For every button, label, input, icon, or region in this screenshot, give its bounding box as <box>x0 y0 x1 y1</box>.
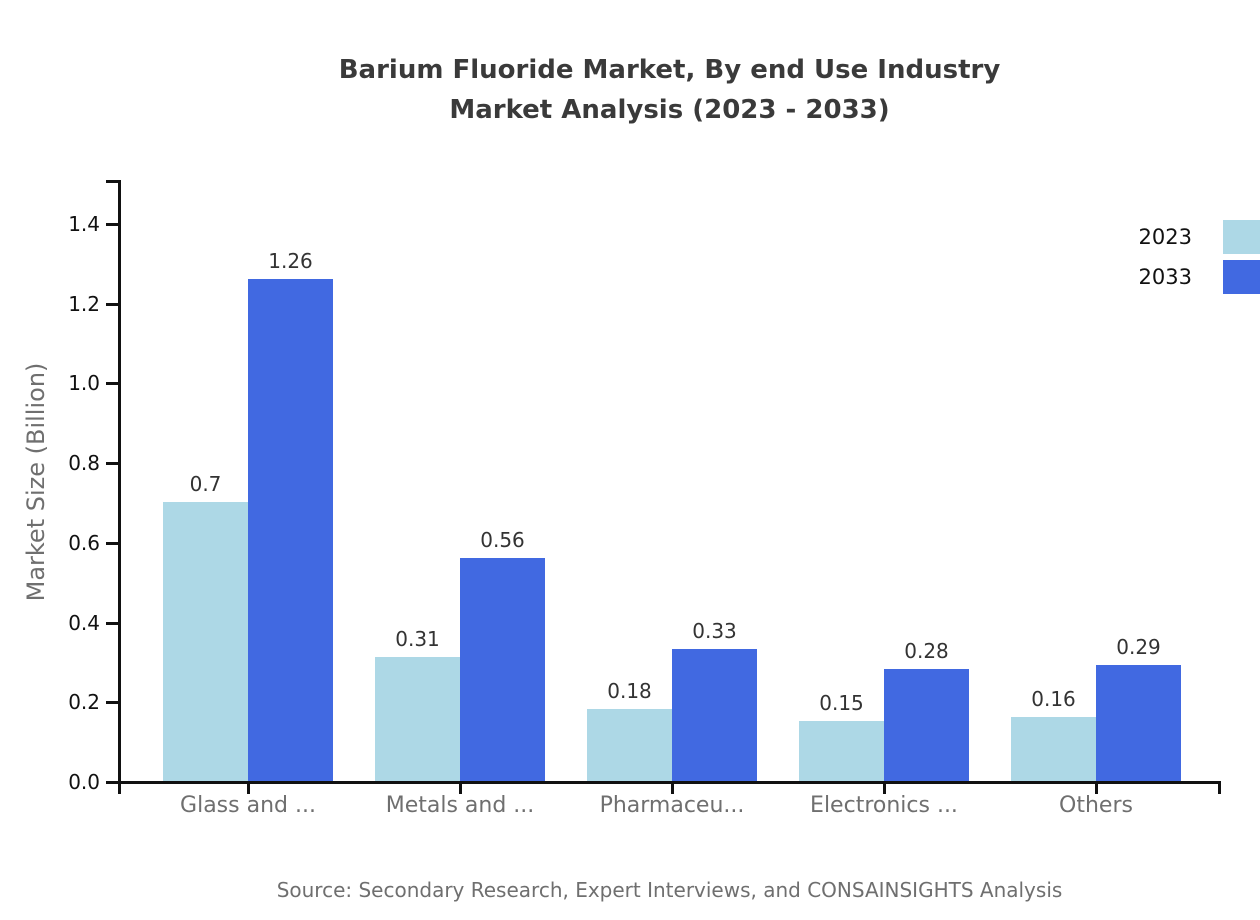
y-axis-tick-label: 1.2 <box>68 291 100 316</box>
y-axis-tick-label: 0.8 <box>68 451 100 476</box>
bar-value-label: 1.26 <box>268 248 313 273</box>
y-axis-tick <box>106 223 118 226</box>
source-note: Source: Secondary Research, Expert Inter… <box>276 878 1063 902</box>
legend-swatch-icon <box>1223 220 1260 254</box>
chart-title: Barium Fluoride Market, By end Use Indus… <box>118 50 1221 130</box>
x-axis-tick <box>1095 781 1098 794</box>
y-axis-tick-label: 1.0 <box>68 371 100 396</box>
bar-value-label: 0.16 <box>1031 687 1076 712</box>
bar-2023-category-1 <box>163 502 248 781</box>
x-axis-category-label: Pharmaceu... <box>599 793 745 818</box>
bar-value-label: 0.15 <box>819 691 864 716</box>
bar-value-label: 0.18 <box>607 679 652 704</box>
legend: 2023 2033 <box>1139 220 1260 300</box>
bar-value-label: 0.29 <box>1116 635 1161 660</box>
bar-2023-category-4 <box>799 721 884 781</box>
bar-2023-category-2 <box>375 657 460 781</box>
y-axis-tick-label: 0.4 <box>68 610 100 635</box>
bar-value-label: 0.33 <box>692 619 737 644</box>
bar-2023-category-5 <box>1011 717 1096 781</box>
bar-2033-category-3 <box>672 649 757 781</box>
x-axis-category-label: Others <box>1059 793 1133 818</box>
y-axis-tick <box>106 382 118 386</box>
y-axis-end-tick <box>106 180 118 183</box>
y-axis-tick-label: 0.0 <box>68 770 100 794</box>
y-axis-tick-label: 1.4 <box>68 212 100 236</box>
legend-item-2023: 2023 <box>1139 220 1260 254</box>
x-axis-tick <box>883 781 886 794</box>
bar-value-label: 0.7 <box>189 472 222 496</box>
x-axis-tick <box>247 781 250 794</box>
bar-2023-category-3 <box>587 709 672 781</box>
x-axis-tick <box>459 781 462 794</box>
y-axis-tick <box>106 462 118 466</box>
x-axis-category-label: Metals and ... <box>385 793 535 818</box>
bar-2033-category-1 <box>248 278 333 781</box>
legend-label: 2033 <box>1138 265 1192 289</box>
y-axis-tick <box>106 541 118 545</box>
y-axis-tick <box>106 302 118 306</box>
legend-label: 2023 <box>1138 225 1192 249</box>
x-axis-line <box>118 781 1221 784</box>
chart-title-line2: Market Analysis (2023 - 2033) <box>449 95 890 125</box>
bar-value-label: 0.56 <box>480 527 525 552</box>
x-axis-category-label: Electronics ... <box>810 793 958 818</box>
y-axis-tick-label: 0.6 <box>68 530 100 555</box>
bar-value-label: 0.28 <box>904 639 949 664</box>
y-axis-tick-label: 0.2 <box>68 690 100 715</box>
y-axis-tick <box>106 701 118 705</box>
y-axis-line <box>118 180 121 794</box>
legend-item-2033: 2033 <box>1139 260 1260 294</box>
x-axis-end-tick <box>1218 781 1221 794</box>
chart-title-line1: Barium Fluoride Market, By end Use Indus… <box>338 55 1001 85</box>
legend-swatch-icon <box>1223 260 1260 294</box>
x-axis-tick <box>671 781 674 794</box>
bar-2033-category-4 <box>884 669 969 781</box>
x-axis-category-label: Glass and ... <box>180 793 316 818</box>
y-axis-tick <box>106 621 118 625</box>
bar-2033-category-5 <box>1096 665 1181 781</box>
bar-2033-category-2 <box>460 557 545 781</box>
bar-value-label: 0.31 <box>395 627 440 652</box>
y-axis-tick <box>106 781 118 784</box>
